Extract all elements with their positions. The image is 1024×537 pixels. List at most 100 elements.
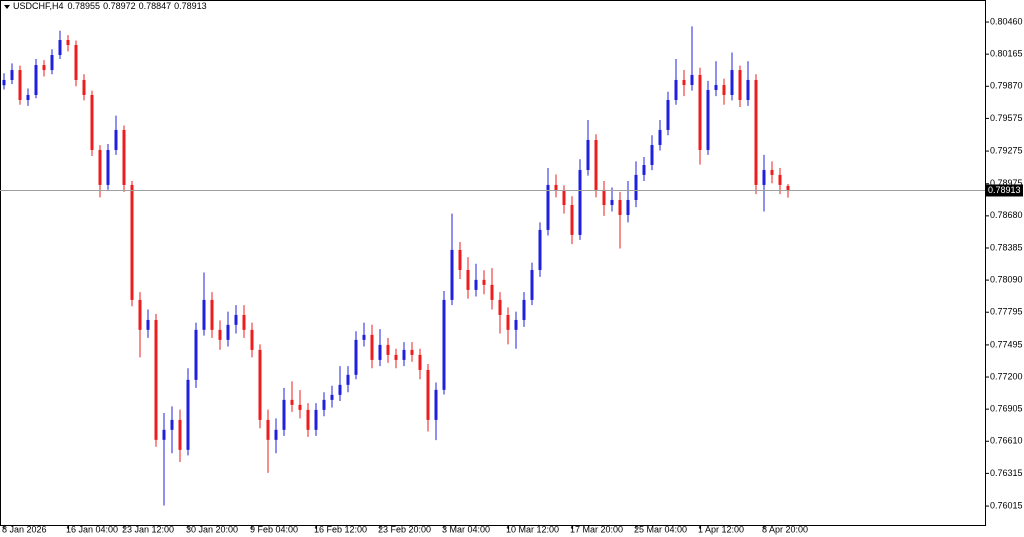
y-tick-label: 0.79275 [990, 145, 1023, 155]
candle-body [362, 334, 366, 340]
menu-triangle[interactable] [4, 5, 10, 9]
candle-body [706, 89, 710, 150]
candle-body [770, 170, 774, 175]
y-tick-label: 0.77795 [990, 307, 1023, 317]
candle-body [314, 409, 318, 430]
candle-body [746, 79, 750, 101]
candle-body [698, 74, 702, 150]
candle-body [354, 339, 358, 375]
candle-body [146, 319, 150, 330]
header-close: 0.78913 [174, 1, 207, 11]
header-open: 0.78955 [68, 1, 101, 11]
candle-body [2, 79, 6, 86]
candle-body [626, 199, 630, 215]
candle-body [266, 419, 270, 440]
candle-body [130, 184, 134, 300]
candle-body [138, 299, 142, 330]
header-high: 0.78972 [103, 1, 136, 11]
candle-body [506, 314, 510, 330]
candle-body [394, 354, 398, 360]
candle-body [730, 70, 734, 95]
candle-body [586, 139, 590, 171]
candle-body [786, 185, 790, 191]
candle-body [458, 249, 462, 270]
candle-body [538, 229, 542, 270]
candle-body [778, 174, 782, 185]
candle-body [186, 379, 190, 450]
candle-body [738, 70, 742, 101]
candle-body [666, 100, 670, 130]
y-tick-label: 0.77495 [990, 339, 1023, 349]
y-tick-label: 0.78090 [990, 274, 1023, 284]
candle-body [610, 199, 614, 205]
candle-body [258, 349, 262, 420]
y-tick-label: 0.79575 [990, 113, 1023, 123]
candle-body [418, 354, 422, 370]
candle-body [226, 324, 230, 340]
x-tick-label: 30 Jan 20:00 [186, 524, 238, 534]
x-tick-label: 1 Apr 12:00 [698, 524, 744, 534]
y-tick-label: 0.78680 [990, 210, 1023, 220]
candle-body [642, 165, 646, 175]
x-tick-label: 8 Jan 2026 [2, 524, 47, 534]
symbol: USDCHF,H4 [13, 1, 64, 11]
candle-body [322, 399, 326, 410]
candle-body [26, 94, 30, 101]
candle-body [90, 94, 94, 150]
candle-body [482, 279, 486, 285]
candle-body [410, 349, 414, 355]
y-tick-label: 0.76905 [990, 404, 1023, 414]
current-price-label: 0.78913 [988, 185, 1021, 195]
candle-body [426, 369, 430, 420]
candle-body [82, 79, 86, 95]
header-low: 0.78847 [139, 1, 172, 11]
y-tick-label: 0.77200 [990, 371, 1023, 381]
candle-body [562, 189, 566, 205]
candle-body [674, 79, 678, 101]
candle-body [10, 70, 14, 80]
candle-body [594, 139, 598, 190]
candle-body [42, 65, 46, 71]
y-tick-label: 0.79870 [990, 81, 1023, 91]
x-tick-label: 23 Feb 20:00 [378, 524, 431, 534]
candle-body [434, 389, 438, 420]
candle-body [386, 344, 390, 355]
candle-body [346, 374, 350, 385]
candle-body [658, 129, 662, 145]
y-tick-label: 0.78975 [990, 178, 1023, 188]
candle-body [490, 284, 494, 300]
x-tick-label: 16 Feb 12:00 [314, 524, 367, 534]
candle-body [242, 314, 246, 330]
candle-body [50, 55, 54, 71]
candle-body [690, 74, 694, 85]
candle-body [618, 199, 622, 215]
candle-body [74, 45, 78, 80]
candle-body [474, 279, 478, 290]
candle-body [602, 189, 606, 205]
y-tick-label: 0.76315 [990, 468, 1023, 478]
candle-body [170, 419, 174, 430]
candle-body [762, 170, 766, 185]
candle-body [154, 319, 158, 440]
candle-body [634, 174, 638, 200]
candle-body [234, 314, 238, 325]
candle-body [250, 329, 254, 350]
candle-body [498, 299, 502, 315]
candle-body [114, 129, 118, 150]
candle-body [338, 384, 342, 395]
candle-body [298, 404, 302, 410]
candle-body [570, 204, 574, 235]
current-price-box [985, 184, 1023, 197]
candle-body [290, 399, 294, 405]
candle-body [554, 184, 558, 190]
candle-body [650, 144, 654, 166]
candle-body [466, 269, 470, 290]
y-tick-label: 0.78385 [990, 242, 1023, 252]
candle-body [442, 299, 446, 390]
y-tick-label: 0.80460 [990, 16, 1023, 26]
candle-body [274, 429, 278, 440]
plot-frame [0, 0, 986, 526]
x-tick-label: 16 Jan 04:00 [66, 524, 118, 534]
candle-body [66, 40, 70, 46]
